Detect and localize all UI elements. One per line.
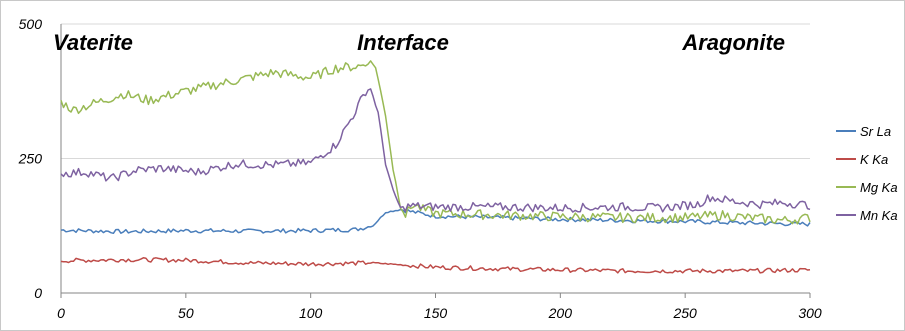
legend-label: Mg Ka <box>860 180 898 195</box>
y-tick-label: 250 <box>18 151 43 167</box>
x-tick-label: 50 <box>178 305 194 321</box>
legend-label: Mn Ka <box>860 208 898 223</box>
x-tick-label: 150 <box>424 305 448 321</box>
tick-labels: 0 50 100 150 200 250 300 0 250 500 <box>18 16 822 321</box>
series-line-sr-la <box>60 208 811 235</box>
y-tick-label: 500 <box>19 16 43 32</box>
x-tick-label: 100 <box>299 305 323 321</box>
series-line-mg-ka <box>60 60 811 225</box>
x-tick-label: 200 <box>548 305 573 321</box>
annotation-aragonite: Aragonite <box>681 30 785 55</box>
legend: Sr La K Ka Mg Ka Mn Ka <box>836 124 898 223</box>
annotation-vaterite: Vaterite <box>53 30 133 55</box>
series-line-mn-ka <box>60 88 811 213</box>
legend-label: Sr La <box>860 124 891 139</box>
x-tick-label: 0 <box>57 305 65 321</box>
annotation-interface: Interface <box>357 30 449 55</box>
plot-area <box>60 60 811 274</box>
x-tick-label: 250 <box>672 305 697 321</box>
x-tick-label: 300 <box>798 305 822 321</box>
annotations: Vaterite Interface Aragonite <box>53 30 785 55</box>
series-line-k-ka <box>60 257 811 274</box>
legend-label: K Ka <box>860 152 888 167</box>
axes <box>60 24 811 298</box>
y-tick-label: 0 <box>34 285 42 301</box>
